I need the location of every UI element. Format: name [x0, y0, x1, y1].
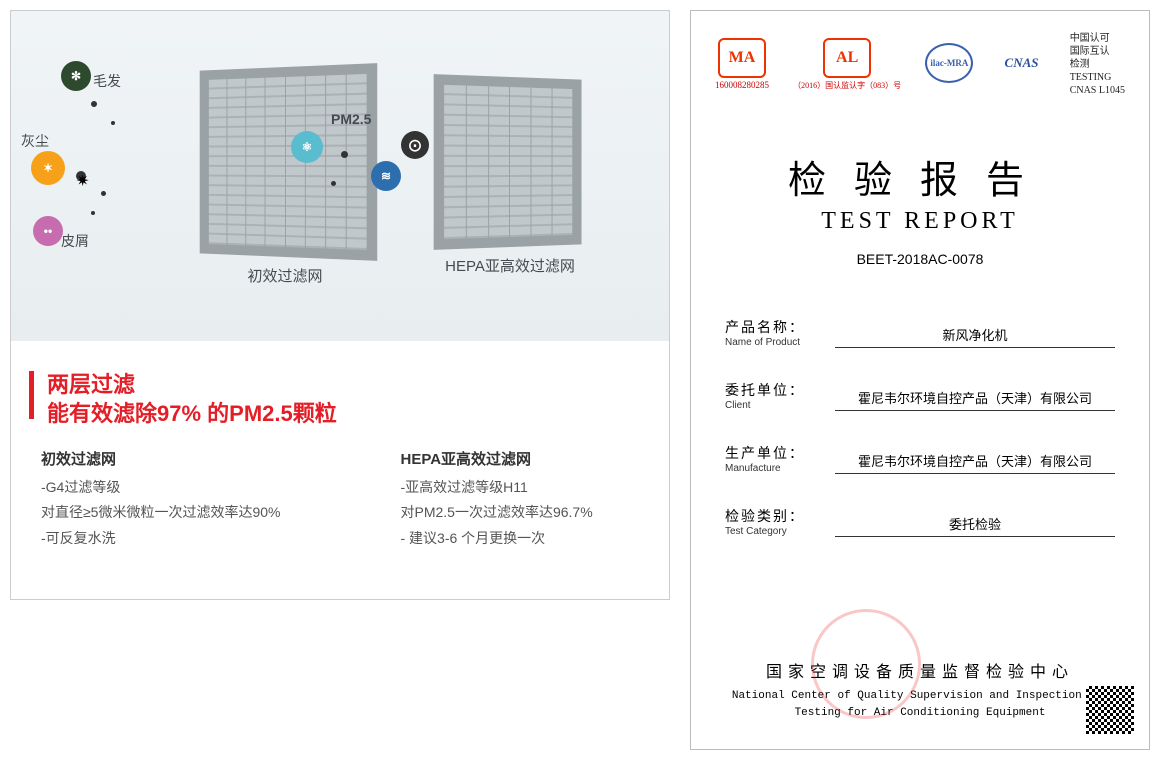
dust-icon: ✶	[31, 151, 65, 185]
col2-title: HEPA亚高效过滤网	[401, 448, 593, 469]
cnas-icon: CNAS	[998, 43, 1046, 83]
f2-cn: 生产单位：	[725, 443, 835, 463]
test-report-panel: MA 160008280285 AL （2016）国认监认字（083）号 ila…	[690, 10, 1150, 750]
title-cn: 检验报告	[715, 149, 1125, 204]
cal-icon: AL	[823, 38, 871, 78]
col1-title: 初效过滤网	[41, 448, 281, 469]
cert-row: MA 160008280285 AL （2016）国认监认字（083）号 ila…	[715, 29, 1125, 99]
hepa-filter-panel	[434, 74, 582, 250]
field-row: 产品名称： Name of Product 新风净化机	[725, 317, 1115, 348]
wave-icon: ≋	[371, 161, 401, 191]
pm25-icon: ⚛	[291, 131, 323, 163]
title-en: TEST REPORT	[715, 208, 1125, 235]
cnas-badge: CNAS	[998, 43, 1046, 85]
diagram-area: 毛发 灰尘 皮屑 ✻ ✶ •• ✷ 初效过滤网 PM2.5 ⚛ ≋ ⨀	[11, 11, 669, 341]
cma-icon: MA	[718, 38, 766, 78]
footer-en1: National Center of Quality Supervision a…	[715, 688, 1125, 705]
f2-val: 霍尼韦尔环境自控产品（天津）有限公司	[835, 451, 1115, 474]
hepa-filter: HEPA亚高效过滤网	[435, 77, 585, 276]
label-hair: 毛发	[93, 71, 121, 91]
cert-side-text: 中国认可 国际互认 检测 TESTING CNAS L1045	[1070, 32, 1125, 97]
ilac-icon: ilac-MRA	[925, 43, 973, 83]
particles-mid: PM2.5 ⚛ ≋ ⨀	[301, 81, 421, 261]
skin-icon: ••	[33, 216, 63, 246]
report-title: 检验报告 TEST REPORT BEET-2018AC-0078	[715, 149, 1125, 267]
hepa-filter-label: HEPA亚高效过滤网	[445, 255, 575, 276]
f1-val: 霍尼韦尔环境自控产品（天津）有限公司	[835, 388, 1115, 411]
f0-en: Name of Product	[725, 337, 835, 348]
headline-1: 两层过滤	[47, 371, 639, 400]
red-accent-bar	[29, 371, 34, 419]
text-area: 两层过滤 能有效滤除97% 的PM2.5颗粒 初效过滤网 -G4过滤等级 对直径…	[11, 341, 669, 571]
particles-left: 毛发 灰尘 皮屑 ✻ ✶ •• ✷	[21, 61, 161, 281]
f3-cn: 检验类别：	[725, 506, 835, 526]
field-row: 委托单位： Client 霍尼韦尔环境自控产品（天津）有限公司	[725, 380, 1115, 411]
col2-l3: - 建议3-6 个月更换一次	[401, 526, 593, 551]
report-number: BEET-2018AC-0078	[715, 251, 1125, 267]
col2-l2: 对PM2.5一次过滤效率达96.7%	[401, 500, 593, 525]
column-hepa: HEPA亚高效过滤网 -亚高效过滤等级H11 对PM2.5一次过滤效率达96.7…	[401, 448, 593, 551]
ilac-badge: ilac-MRA	[925, 43, 973, 85]
cma-badge: MA 160008280285	[715, 38, 769, 90]
column-primary: 初效过滤网 -G4过滤等级 对直径≥5微米微粒一次过滤效率达90% -可反复水洗	[41, 448, 281, 551]
qr-code	[1086, 686, 1134, 734]
hair-icon: ✻	[61, 61, 91, 91]
report-fields: 产品名称： Name of Product 新风净化机 委托单位： Client…	[715, 317, 1125, 569]
headline-2: 能有效滤除97% 的PM2.5颗粒	[47, 400, 639, 429]
f3-val: 委托检验	[835, 514, 1115, 537]
f1-cn: 委托单位：	[725, 380, 835, 400]
f0-val: 新风净化机	[835, 325, 1115, 348]
footer-en2: Testing for Air Conditioning Equipment	[715, 705, 1125, 722]
cal-sub: （2016）国认监认字（083）号	[793, 80, 901, 91]
col2-l1: -亚高效过滤等级H11	[401, 475, 593, 500]
field-row: 生产单位： Manufacture 霍尼韦尔环境自控产品（天津）有限公司	[725, 443, 1115, 474]
cal-badge: AL （2016）国认监认字（083）号	[793, 38, 901, 91]
mesh-icon: ⨀	[401, 131, 429, 159]
label-skin: 皮屑	[61, 231, 89, 251]
field-row: 检验类别： Test Category 委托检验	[725, 506, 1115, 537]
f0-cn: 产品名称：	[725, 317, 835, 337]
cma-sub: 160008280285	[715, 80, 769, 90]
col1-l1: -G4过滤等级	[41, 475, 281, 500]
f3-en: Test Category	[725, 526, 835, 537]
primary-filter-label: 初效过滤网	[247, 265, 322, 286]
col1-l2: 对直径≥5微米微粒一次过滤效率达90%	[41, 500, 281, 525]
col1-l3: -可反复水洗	[41, 526, 281, 551]
official-stamp	[811, 609, 921, 719]
label-pm25: PM2.5	[331, 111, 371, 127]
f2-en: Manufacture	[725, 463, 835, 474]
infographic-panel: 毛发 灰尘 皮屑 ✻ ✶ •• ✷ 初效过滤网 PM2.5 ⚛ ≋ ⨀	[10, 10, 670, 600]
f1-en: Client	[725, 400, 835, 411]
label-dust: 灰尘	[21, 131, 49, 151]
